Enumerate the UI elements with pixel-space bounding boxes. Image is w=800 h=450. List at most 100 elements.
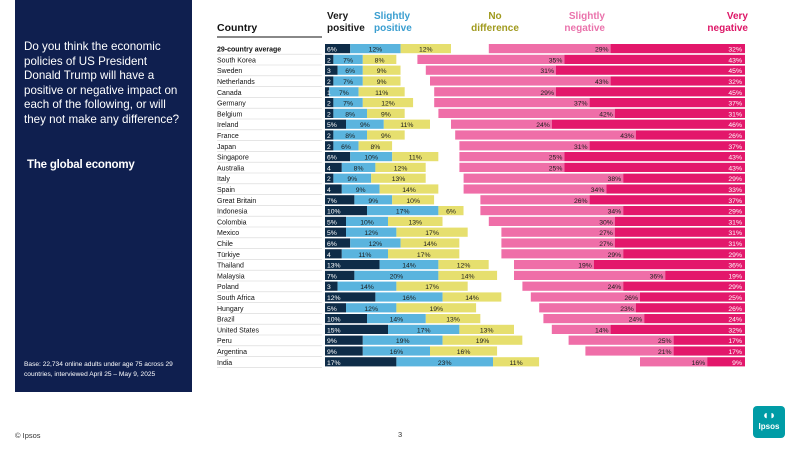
country-label: Canada <box>217 90 242 97</box>
bar-slightly-positive <box>346 216 388 226</box>
bar-very-negative <box>673 346 745 356</box>
survey-question: Do you think the economic policies of US… <box>24 40 180 126</box>
bar-very-negative <box>614 216 745 226</box>
label-no-difference: 8% <box>370 144 380 151</box>
label-slightly-positive: 7% <box>343 79 353 86</box>
bar-blank <box>400 65 426 75</box>
label-slightly-negative: 14% <box>595 327 609 334</box>
label-no-difference: 12% <box>457 263 471 270</box>
bar-very-negative <box>589 98 745 108</box>
bar-very-negative <box>593 260 745 270</box>
bar-very-negative <box>614 238 745 248</box>
bar-blank <box>451 44 489 54</box>
label-very-negative: 17% <box>728 338 742 345</box>
label-slightly-negative: 26% <box>574 198 588 205</box>
bar-blank <box>497 346 586 356</box>
country-label: Sweden <box>217 68 242 75</box>
bar-very-positive <box>325 260 380 270</box>
country-label: France <box>217 133 239 140</box>
label-no-difference: 11% <box>375 90 388 97</box>
label-no-difference: 19% <box>476 338 490 345</box>
bar-very-negative <box>556 87 745 97</box>
bar-very-negative <box>551 119 745 129</box>
label-no-difference: 13% <box>480 327 494 334</box>
label-slightly-positive: 23% <box>438 360 452 367</box>
bar-blank <box>467 281 523 291</box>
bar-no-difference <box>392 195 435 205</box>
label-slightly-positive: 12% <box>364 230 378 237</box>
label-slightly-negative: 27% <box>599 230 613 237</box>
country-label: Ireland <box>217 122 239 129</box>
bar-very-positive <box>325 130 334 140</box>
label-very-negative: 31% <box>728 111 742 118</box>
country-label: Chile <box>217 241 233 248</box>
country-label: Netherlands <box>217 79 255 86</box>
bar-no-difference <box>396 227 468 237</box>
country-label: Great Britain <box>217 198 256 205</box>
bar-no-difference <box>362 76 401 86</box>
bar-very-positive <box>325 227 346 237</box>
label-very-negative: 31% <box>728 219 742 226</box>
label-slightly-negative: 16% <box>692 360 706 367</box>
label-very-negative: 26% <box>728 306 742 313</box>
label-very-positive: 9% <box>327 349 337 356</box>
bar-slightly-negative <box>514 270 666 280</box>
bar-very-negative <box>614 108 745 118</box>
bar-slightly-positive <box>346 227 397 237</box>
label-no-difference: 6% <box>446 209 456 216</box>
country-label: South Korea <box>217 57 256 64</box>
label-slightly-positive: 14% <box>360 284 374 291</box>
country-label: Indonesia <box>217 209 247 216</box>
country-label: South Africa <box>217 295 255 302</box>
bar-slightly-negative <box>530 292 640 302</box>
bar-very-negative <box>564 162 745 172</box>
country-label: Peru <box>217 338 232 345</box>
label-slightly-negative: 34% <box>591 187 605 194</box>
country-label: 29-country average <box>217 47 281 54</box>
label-very-negative: 19% <box>728 273 742 280</box>
country-label: Thailand <box>217 263 244 270</box>
bar-slightly-positive <box>346 303 397 313</box>
label-very-positive: 2 <box>327 176 331 183</box>
bar-no-difference <box>438 206 464 216</box>
bar-very-positive <box>325 292 376 302</box>
bar-slightly-positive <box>354 270 439 280</box>
bar-very-negative <box>606 184 745 194</box>
label-slightly-negative: 30% <box>599 219 613 226</box>
bar-no-difference <box>459 324 514 334</box>
legend-slightly-negative: Slightly negative <box>564 11 605 34</box>
bar-very-positive <box>325 206 367 216</box>
label-no-difference: 13% <box>446 317 460 324</box>
country-label: Japan <box>217 144 236 151</box>
bar-no-difference <box>388 249 460 259</box>
bar-very-negative <box>564 152 745 162</box>
legend-no-difference: No difference <box>471 11 519 34</box>
label-slightly-positive: 14% <box>390 317 404 324</box>
country-label: Australia <box>217 165 244 172</box>
country-label: Poland <box>217 284 239 291</box>
country-label: Türkiye <box>217 252 240 259</box>
bar-slightly-negative <box>463 173 624 183</box>
label-very-positive: 13% <box>327 263 341 270</box>
bar-no-difference <box>362 98 414 108</box>
bar-slightly-negative <box>514 260 594 270</box>
bar-slightly-negative <box>543 314 645 324</box>
label-slightly-positive: 7% <box>339 90 349 97</box>
label-very-negative: 29% <box>728 209 742 216</box>
label-very-negative: 32% <box>728 47 742 54</box>
label-very-positive: 2 <box>327 144 331 151</box>
bar-slightly-positive <box>341 249 388 259</box>
bar-no-difference <box>396 303 477 313</box>
label-slightly-positive: 16% <box>390 349 404 356</box>
label-slightly-positive: 19% <box>396 338 410 345</box>
label-slightly-positive: 12% <box>369 241 383 248</box>
label-very-positive: 6% <box>327 241 337 248</box>
bar-blank <box>442 216 489 226</box>
label-slightly-positive: 6% <box>345 68 355 75</box>
bar-very-positive <box>325 238 351 248</box>
bar-very-negative <box>610 324 745 334</box>
label-slightly-negative: 24% <box>629 317 643 324</box>
bar-no-difference <box>371 173 426 183</box>
country-label: Colombia <box>217 219 247 226</box>
bar-very-negative <box>564 54 745 64</box>
